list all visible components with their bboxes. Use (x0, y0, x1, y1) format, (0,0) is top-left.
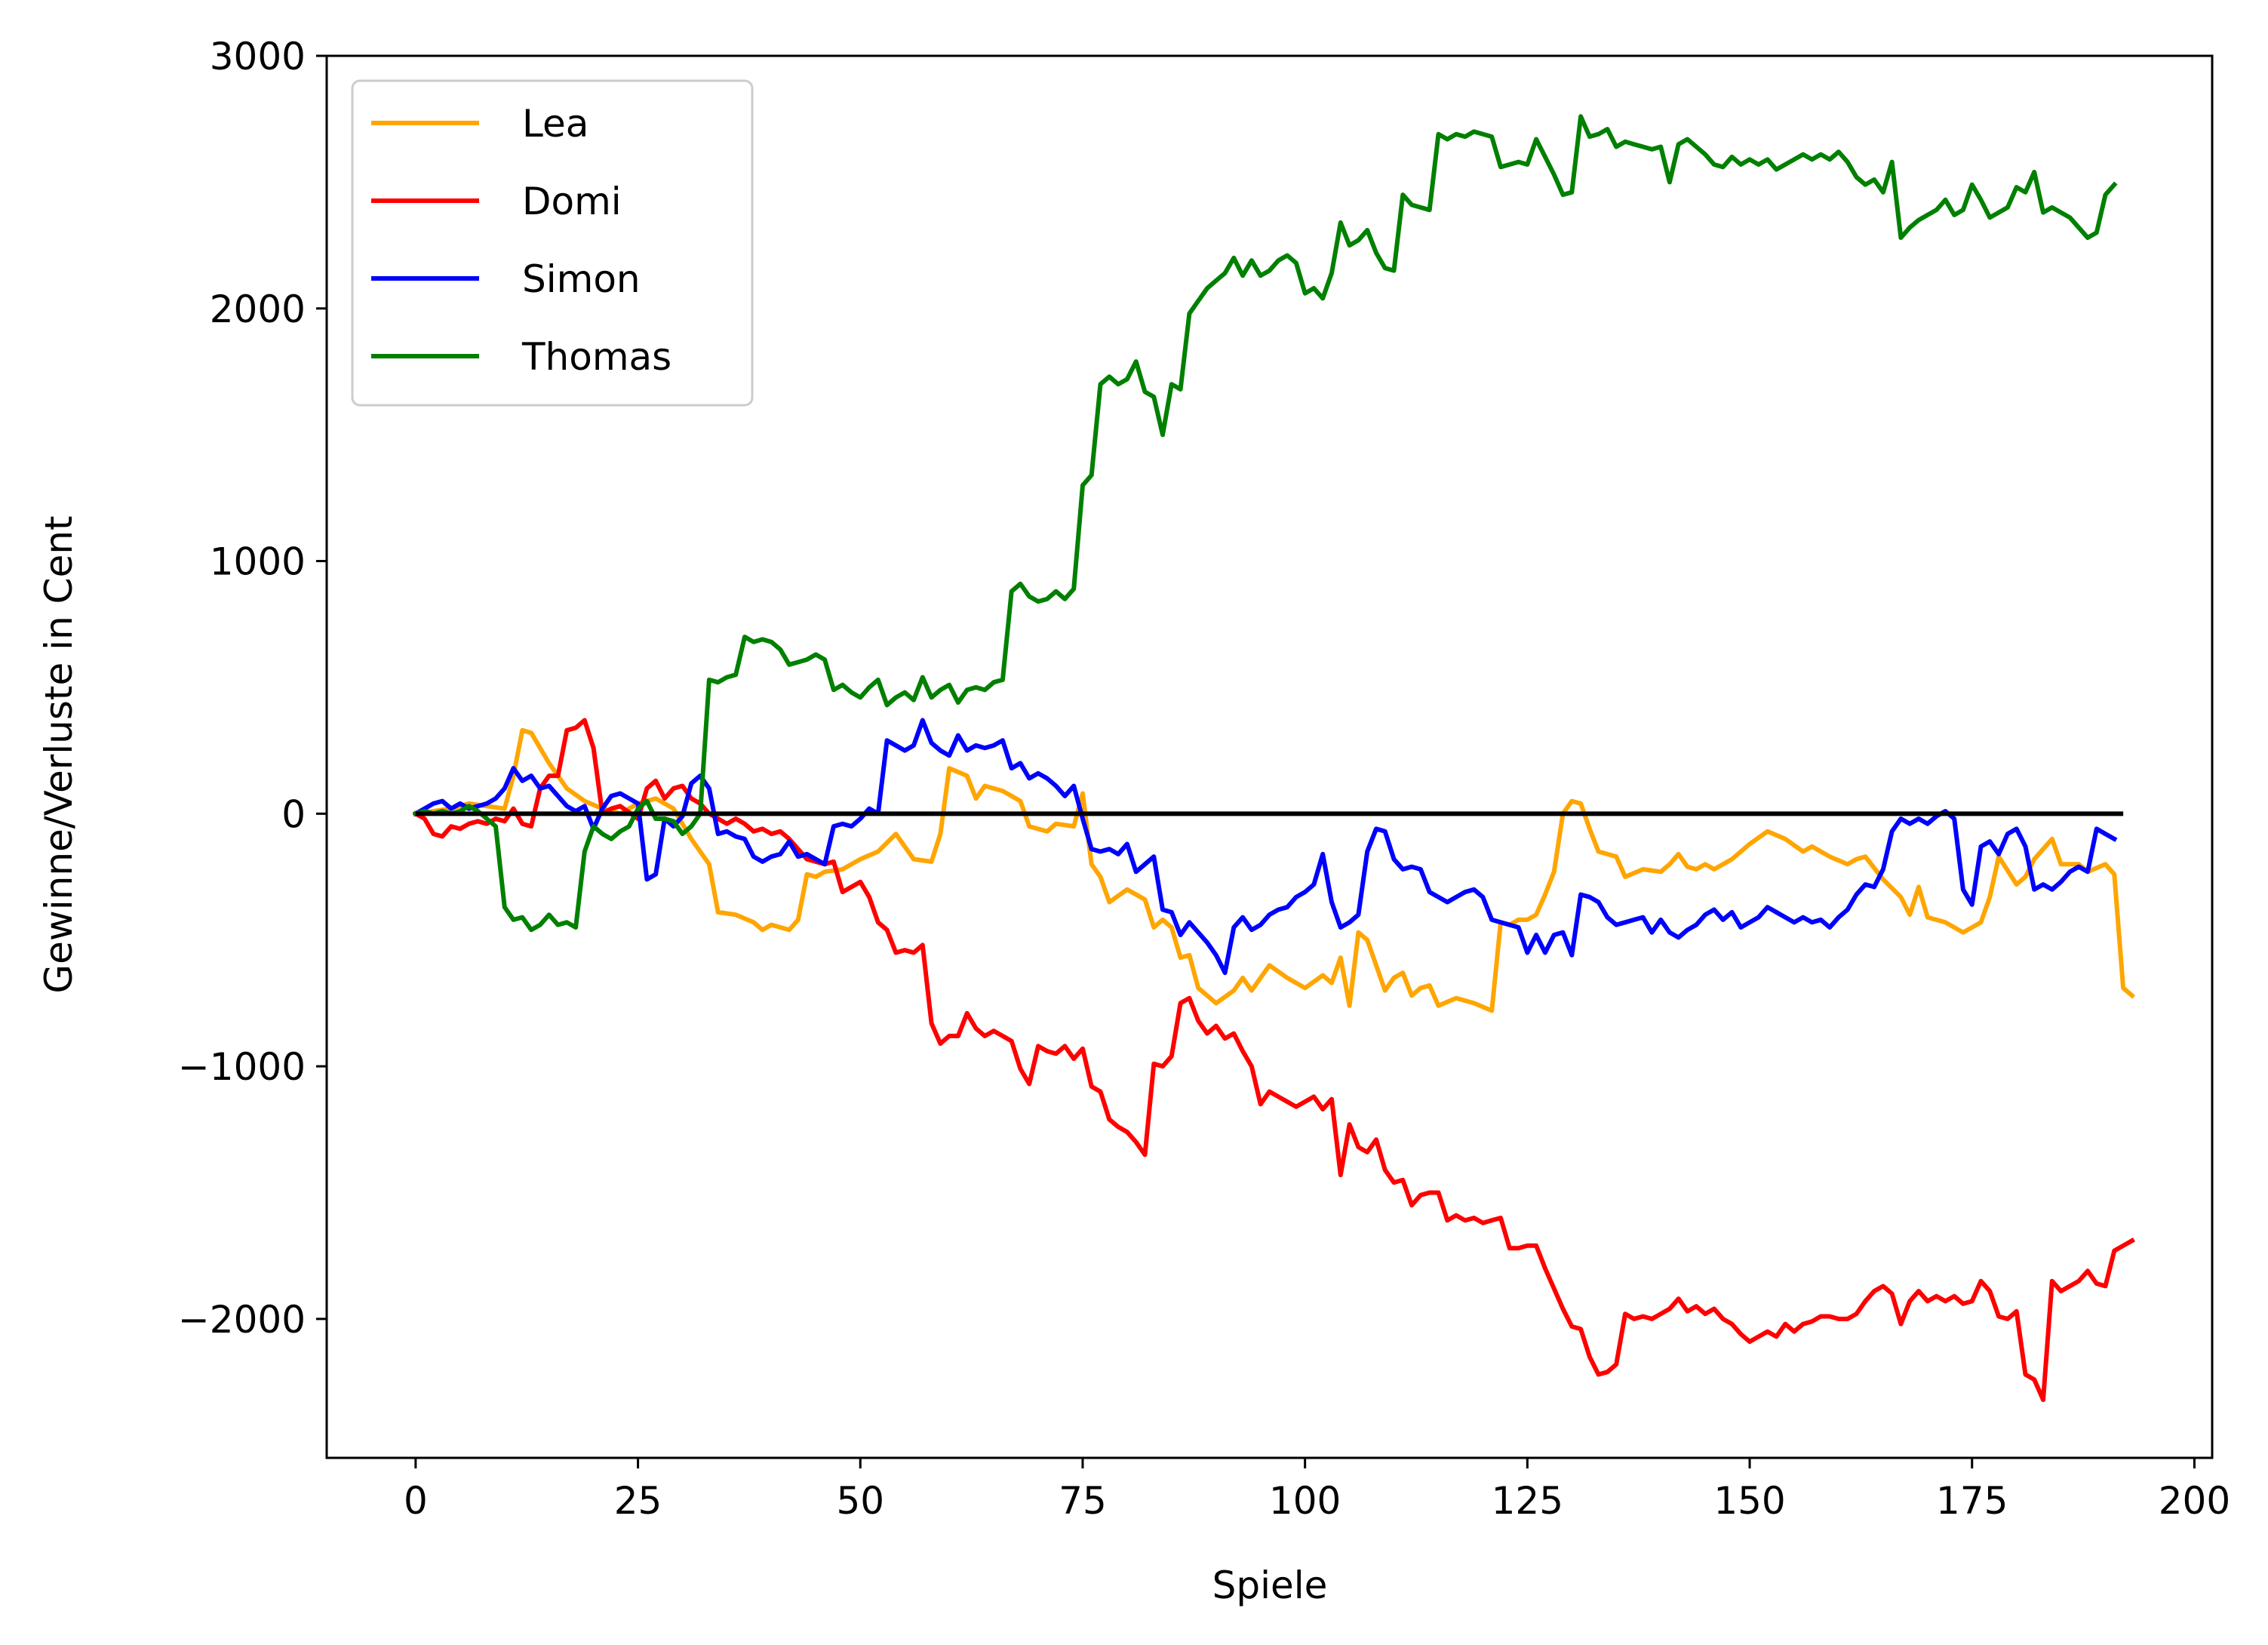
x-tick-label: 50 (836, 1479, 884, 1523)
y-tick-label: 1000 (210, 540, 306, 584)
y-tick-label: −2000 (178, 1298, 306, 1342)
y-tick-label: 2000 (210, 287, 306, 331)
x-tick-label: 25 (614, 1479, 662, 1523)
x-tick-label: 150 (1713, 1479, 1785, 1523)
x-tick-label: 75 (1059, 1479, 1107, 1523)
y-tick-label: 0 (281, 792, 306, 836)
legend-label-lea: Lea (522, 102, 589, 146)
x-tick-label: 200 (2159, 1479, 2230, 1523)
x-axis-title: Spiele (1212, 1564, 1328, 1607)
legend-box (351, 79, 754, 407)
y-axis-title: Gewinne/Verluste in Cent (37, 515, 81, 993)
x-tick-label: 175 (1936, 1479, 2008, 1523)
x-tick-label: 0 (404, 1479, 428, 1523)
series-line-simon (412, 718, 2118, 976)
y-tick-label: 3000 (210, 35, 306, 78)
legend-label-simon: Simon (522, 257, 641, 301)
axes-frame (325, 54, 2214, 1459)
x-tick-label: 100 (1269, 1479, 1341, 1523)
legend: Lea Domi Simon Thomas (351, 79, 754, 407)
axes: 0 25 50 75 100 125 150 175 200 −2000 −1000 0 1000 200… (178, 35, 2230, 1523)
legend-label-thomas: Thomas (521, 335, 671, 379)
y-tick-label: −1000 (178, 1045, 306, 1089)
x-tick-label: 125 (1492, 1479, 1563, 1523)
legend-label-domi: Domi (522, 180, 622, 223)
plot-area (412, 114, 2136, 1402)
series-line-lea (413, 727, 2136, 1013)
